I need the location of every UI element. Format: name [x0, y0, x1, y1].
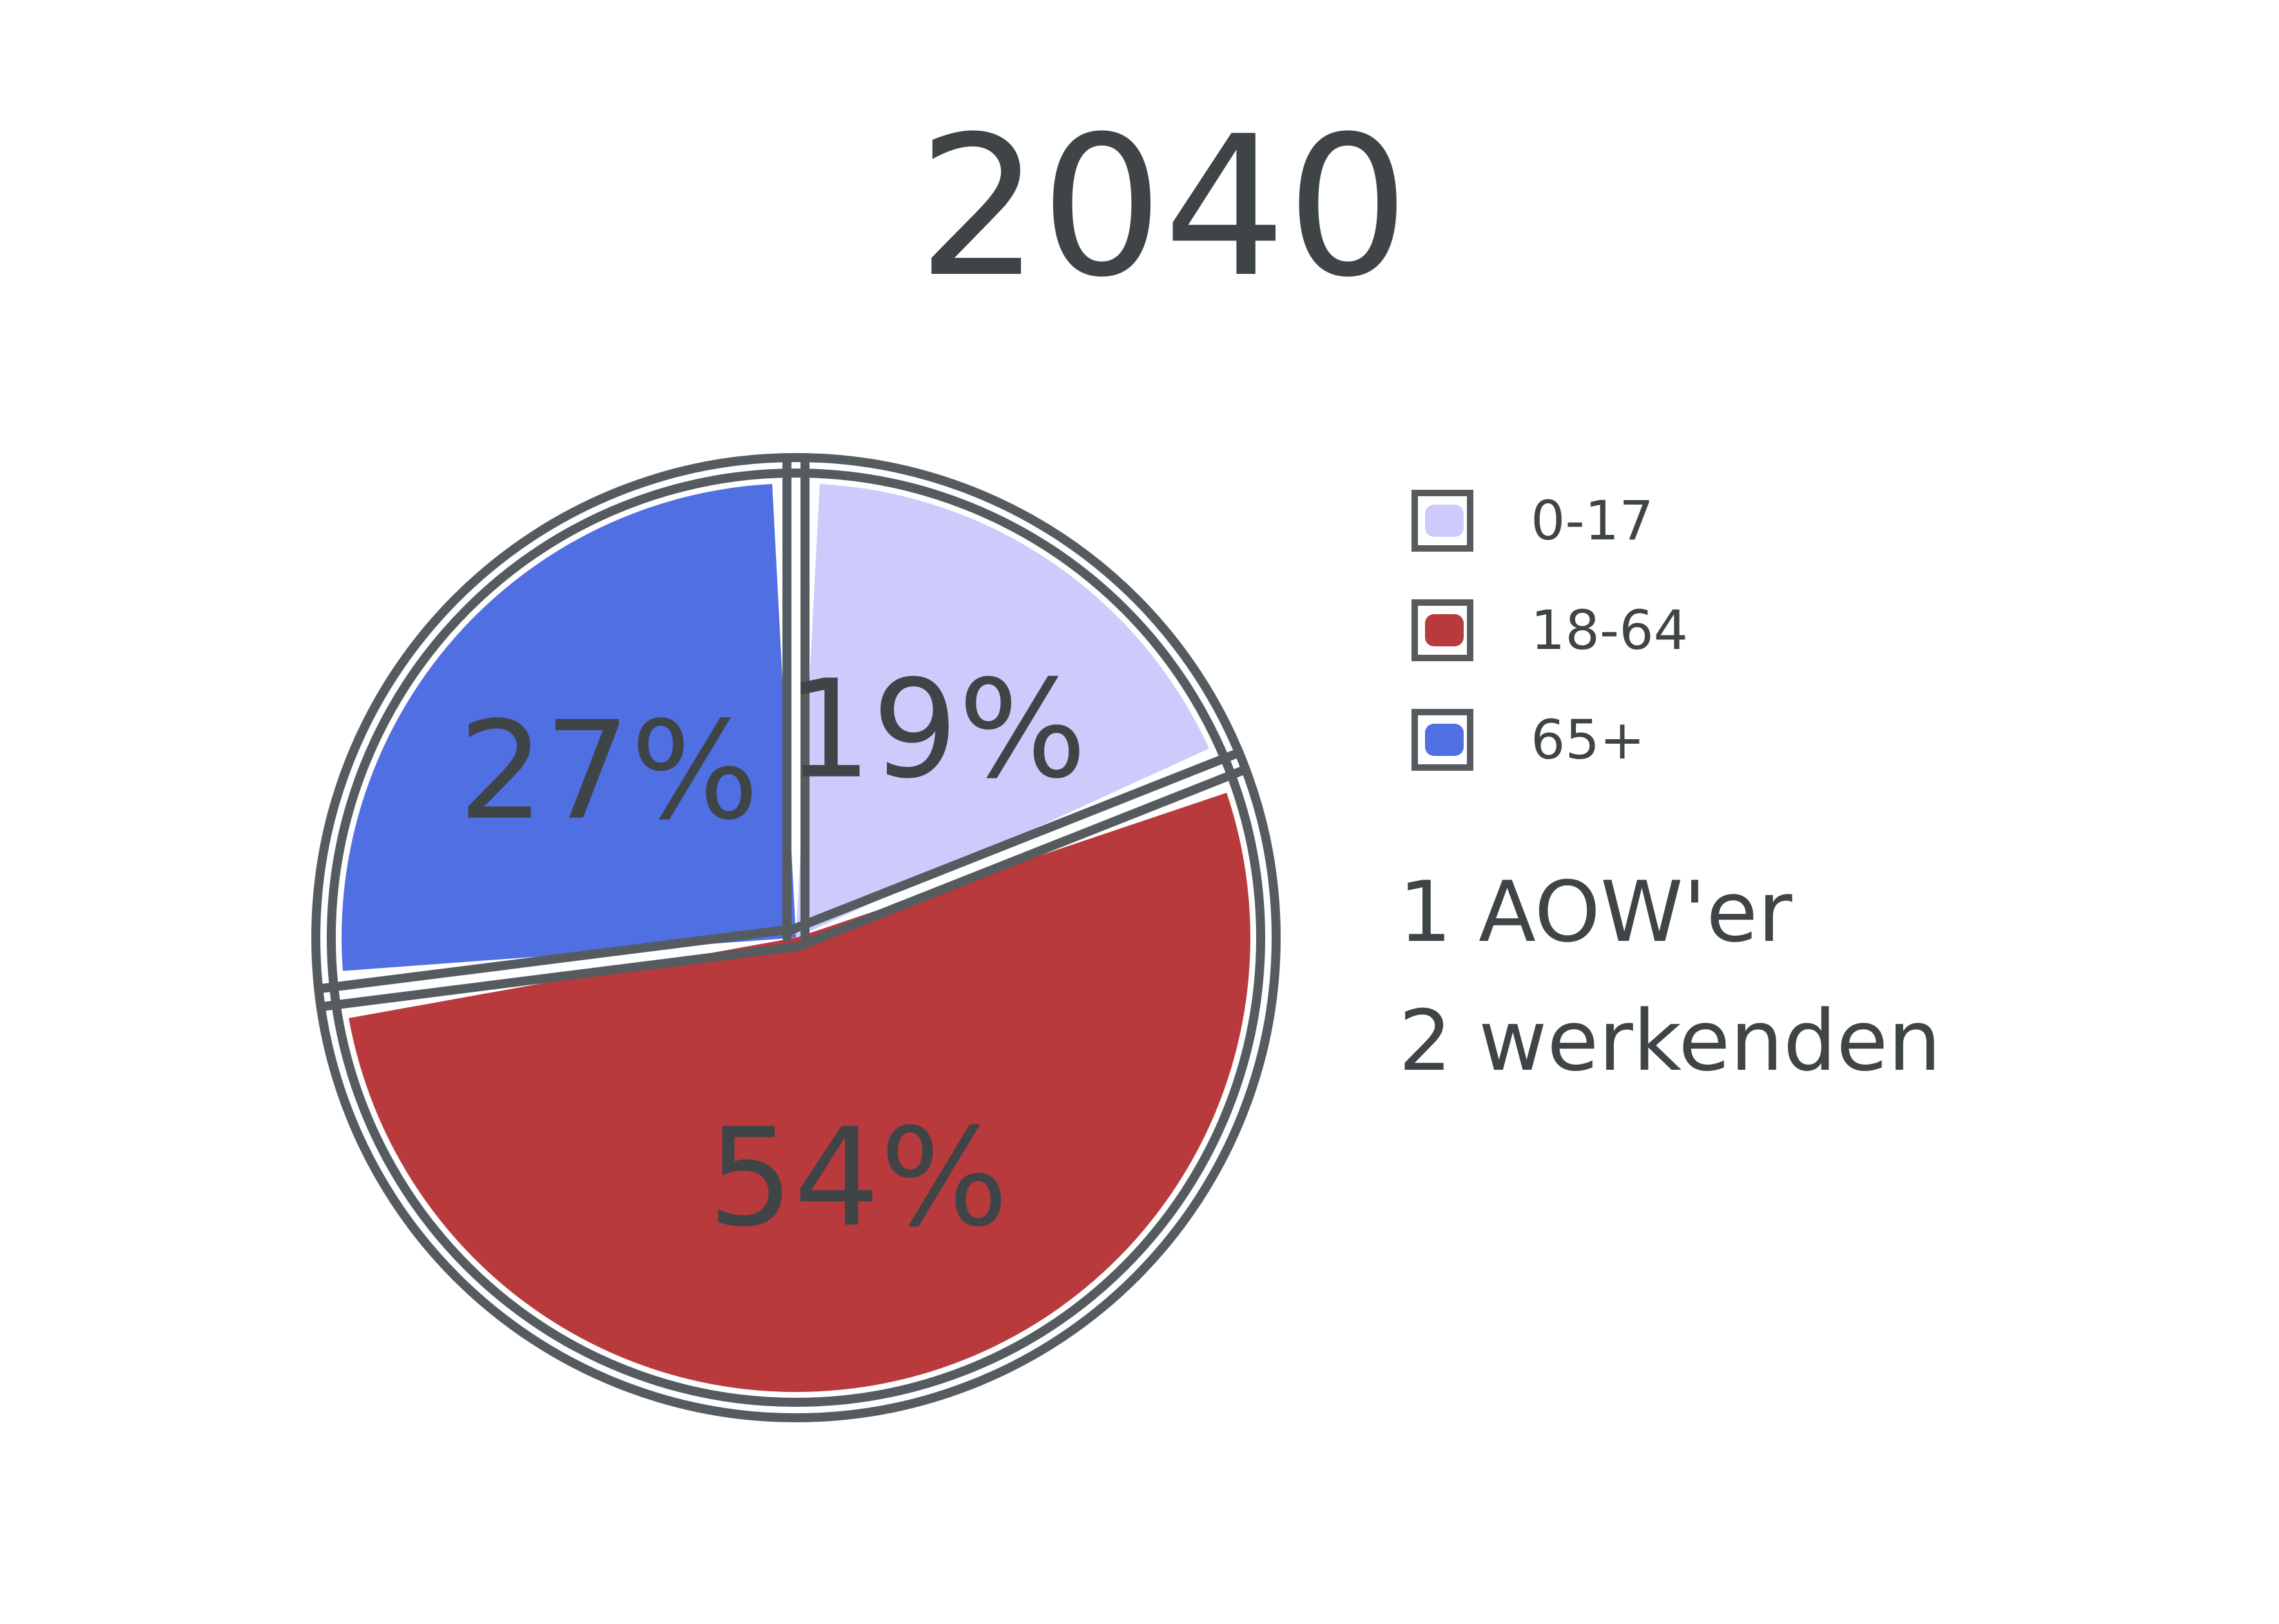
legend-swatch	[1425, 724, 1464, 756]
pie-divider-1	[788, 748, 1250, 951]
pie-slice-65+	[342, 483, 796, 971]
pie-divider-2	[314, 924, 802, 1012]
legend-swatch	[1425, 505, 1464, 537]
legend: 0-17 18-64 65+	[1411, 489, 1688, 771]
slice-label-65+: 27%	[458, 692, 759, 850]
pie-outer-ring	[311, 453, 1281, 1422]
legend-swatch	[1425, 614, 1464, 646]
legend-label: 18-64	[1531, 599, 1688, 662]
legend-label: 0-17	[1531, 489, 1654, 552]
legend-swatch-frame	[1411, 599, 1473, 661]
pie-inner-ring	[327, 469, 1265, 1407]
slice-label-18-64: 54%	[708, 1099, 1009, 1257]
annotation-werkenden: 2 werkenden	[1399, 992, 1941, 1090]
slice-labels: 19% 54% 27%	[458, 651, 1087, 1257]
chart-title: 2040	[917, 95, 1409, 320]
legend-swatch-frame	[1411, 490, 1473, 552]
pie-slice-18-64	[349, 793, 1251, 1393]
legend-item-0-17: 0-17	[1411, 489, 1654, 552]
legend-item-65+: 65+	[1411, 708, 1645, 771]
pie-outline	[311, 453, 1281, 1422]
slice-label-0-17: 19%	[786, 651, 1087, 809]
legend-label: 65+	[1531, 708, 1645, 771]
legend-item-18-64: 18-64	[1411, 599, 1688, 662]
pie-divider-0	[782, 453, 810, 942]
annotation-aow: 1 AOW'er	[1399, 863, 1792, 961]
pie-slice-0-17	[796, 483, 1210, 938]
pie-slices	[342, 483, 1251, 1393]
legend-swatch-frame	[1411, 709, 1473, 771]
